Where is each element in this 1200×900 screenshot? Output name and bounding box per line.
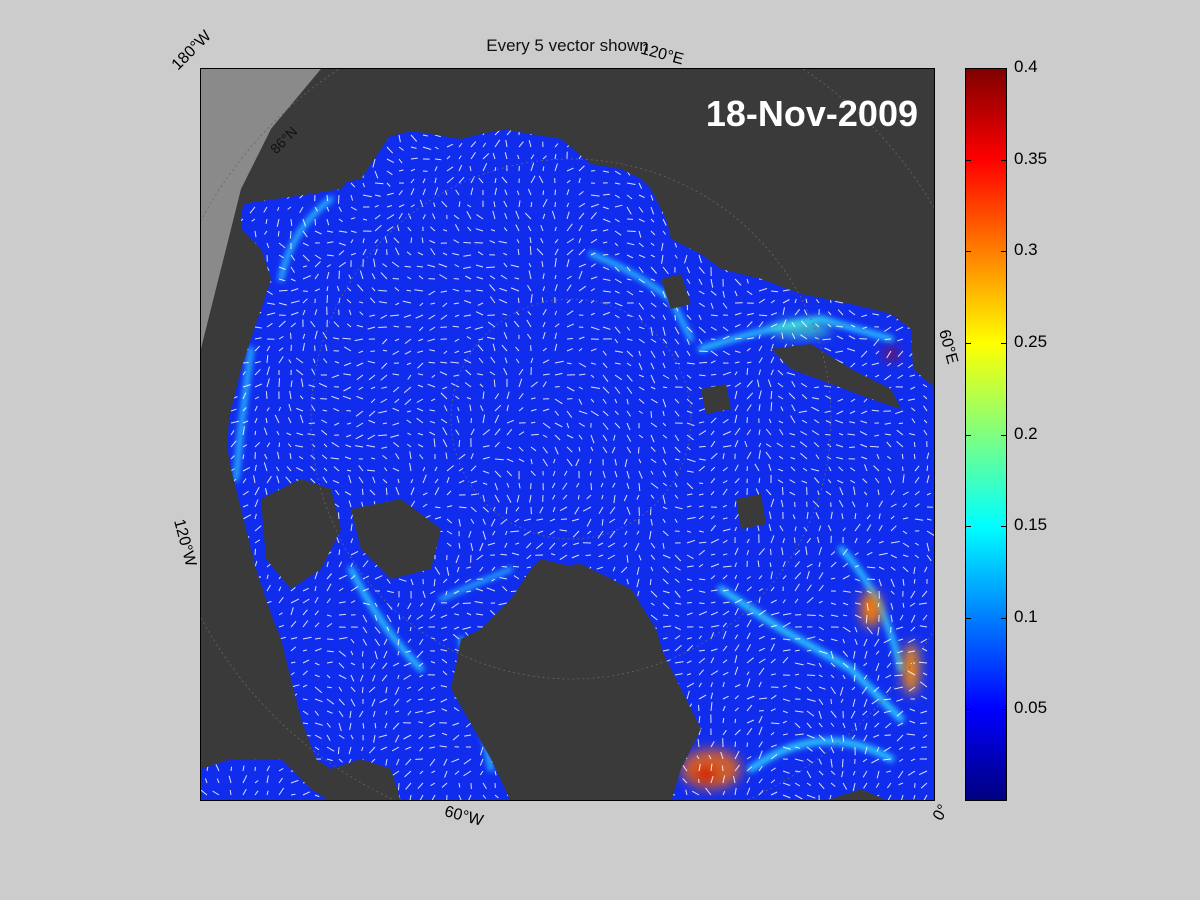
colorbar-tick-mark (1001, 617, 1007, 619)
colorbar-tick-mark (965, 342, 971, 344)
lon-60w-label: 60°W (442, 803, 485, 830)
severnaya-zemlya (661, 274, 691, 309)
colorbar-tick-mark (965, 709, 971, 711)
map-panel: 18-Nov-2009 (200, 68, 935, 801)
novaya-zemlya (771, 344, 901, 409)
franz-josef-land (701, 384, 731, 414)
colorbar-tick-mark (1001, 709, 1007, 711)
colorbar-tick-label: 0.4 (1014, 57, 1038, 76)
ice-drift-map (201, 69, 934, 800)
lon-60e-label: 60°E (935, 327, 961, 366)
colorbar-tick-mark (1001, 526, 1007, 528)
colorbar-tick-mark (965, 617, 971, 619)
canadian-archipelago-island (351, 499, 441, 579)
colorbar-tick-mark (1001, 251, 1007, 253)
figure-title: Every 5 vector shown (486, 36, 649, 55)
date-stamp: 18-Nov-2009 (705, 93, 918, 134)
outside-grid-area (201, 69, 321, 349)
colorbar-tick-label: 0.05 (1014, 698, 1048, 718)
colorbar-tick-label: 0.1 (1014, 606, 1038, 626)
colorbar-tick-mark (1001, 434, 1007, 436)
colorbar-tick-mark (965, 251, 971, 253)
colorbar-tick-label: 0.3 (1014, 240, 1038, 260)
colorbar-tick-label: 0.2 (1014, 423, 1038, 443)
graticule (201, 69, 934, 800)
canadian-archipelago-island (261, 479, 341, 589)
land-masses (201, 69, 934, 800)
colorbar-tick-mark (965, 159, 971, 161)
colorbar-tick-mark (965, 68, 971, 69)
colorbar-tick-label: 0.35 (1014, 148, 1048, 168)
colorbar-tick-mark (965, 526, 971, 528)
eurasia-coast (581, 69, 934, 365)
svalbard (736, 494, 766, 529)
lon-120w-label: 120°W (170, 517, 200, 569)
colorbar-tick-mark (1001, 342, 1007, 344)
lon-0-label: 0° (930, 801, 953, 824)
colorbar-tick-label: 0.15 (1014, 515, 1048, 535)
land-bottom-right (827, 789, 887, 800)
colorbar-tick-label: 0.25 (1014, 331, 1048, 351)
colorbar-tick-mark (1001, 68, 1007, 69)
greenland (481, 564, 691, 800)
colorbar-tick-mark (965, 434, 971, 436)
colorbar-tick-mark (1001, 159, 1007, 161)
alaska-coast (221, 69, 581, 269)
land-bottom-left (201, 229, 311, 764)
